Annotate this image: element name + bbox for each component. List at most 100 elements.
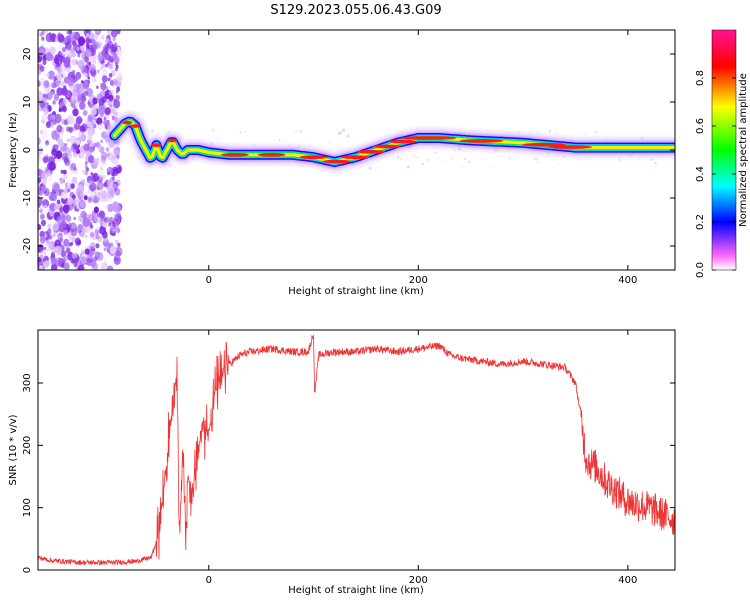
ridge-peak bbox=[167, 138, 178, 143]
faint-speck bbox=[376, 167, 378, 169]
noise-speck bbox=[99, 193, 107, 203]
colorbar-tick-label: 0.0 bbox=[695, 262, 706, 278]
noise-speck bbox=[61, 87, 68, 96]
noise-speck bbox=[68, 222, 72, 228]
noise-speck bbox=[38, 177, 42, 183]
noise-speck bbox=[68, 242, 72, 247]
noise-speck bbox=[71, 58, 77, 66]
noise-speck bbox=[103, 47, 108, 52]
noise-speck bbox=[49, 202, 57, 212]
noise-speck bbox=[103, 116, 107, 121]
noise-speck bbox=[48, 161, 56, 171]
noise-speck bbox=[113, 203, 122, 214]
noise-speck bbox=[39, 99, 46, 108]
ridge-peak bbox=[122, 120, 133, 125]
noise-speck bbox=[86, 175, 93, 184]
noise-speck bbox=[92, 97, 98, 105]
noise-speck bbox=[107, 171, 110, 176]
noise-speck bbox=[56, 199, 61, 205]
noise-speck bbox=[88, 32, 95, 40]
noise-speck bbox=[95, 243, 100, 249]
noise-speck bbox=[57, 34, 65, 43]
noise-speck bbox=[71, 51, 76, 58]
noise-speck bbox=[72, 108, 79, 117]
noise-speck bbox=[97, 53, 104, 61]
noise-speck bbox=[39, 264, 43, 270]
ridge-peak bbox=[372, 144, 401, 149]
faint-speck bbox=[504, 157, 506, 159]
noise-speck bbox=[38, 146, 43, 156]
y-tick-label: -10 bbox=[22, 190, 33, 206]
faint-speck bbox=[239, 130, 242, 133]
noise-speck bbox=[51, 91, 54, 96]
faint-speck bbox=[296, 130, 298, 133]
y-tick-label: 200 bbox=[22, 436, 33, 455]
noise-speck bbox=[38, 80, 41, 87]
y-tick-label: -20 bbox=[22, 238, 33, 254]
faint-speck bbox=[594, 130, 597, 134]
noise-speck bbox=[90, 120, 95, 127]
noise-speck bbox=[63, 157, 70, 165]
noise-speck bbox=[45, 121, 52, 129]
noise-speck bbox=[92, 172, 100, 182]
noise-speck bbox=[40, 213, 45, 220]
noise-speck bbox=[75, 228, 79, 233]
noise-speck bbox=[100, 34, 105, 41]
faint-speck bbox=[434, 151, 437, 154]
noise-speck bbox=[112, 223, 116, 228]
noise-speck bbox=[71, 222, 77, 230]
noise-speck bbox=[94, 191, 97, 195]
noise-speck bbox=[96, 85, 99, 90]
faint-speck bbox=[463, 158, 466, 161]
noise-speck bbox=[38, 48, 45, 58]
noise-speck bbox=[96, 117, 103, 126]
noise-speck bbox=[45, 242, 53, 252]
noise-speck bbox=[48, 234, 53, 240]
noise-speck bbox=[38, 31, 41, 37]
noise-speck bbox=[104, 107, 111, 116]
noise-speck bbox=[55, 144, 59, 150]
noise-speck bbox=[79, 218, 83, 223]
noise-speck bbox=[108, 89, 114, 96]
noise-speck bbox=[87, 114, 94, 123]
noise-speck bbox=[45, 155, 50, 162]
faint-speck bbox=[406, 165, 410, 169]
chart-title: S129.2023.055.06.43.G09 bbox=[270, 3, 441, 18]
noise-speck bbox=[75, 188, 81, 196]
noise-speck bbox=[101, 151, 108, 160]
noise-speck bbox=[87, 101, 91, 105]
noise-speck bbox=[82, 169, 85, 174]
ridge-peak bbox=[548, 145, 593, 149]
noise-speck bbox=[38, 91, 44, 101]
noise-speck bbox=[114, 67, 118, 72]
noise-speck bbox=[70, 183, 75, 190]
noise-speck bbox=[105, 147, 110, 152]
noise-speck bbox=[60, 80, 65, 87]
noise-speck bbox=[65, 247, 71, 254]
noise-speck bbox=[58, 43, 64, 50]
faint-speck bbox=[293, 129, 296, 132]
noise-speck bbox=[54, 239, 62, 248]
noise-speck bbox=[101, 96, 107, 103]
noise-speck bbox=[66, 138, 70, 143]
noise-speck bbox=[63, 169, 67, 175]
y-tick-label: 10 bbox=[22, 96, 33, 109]
noise-speck bbox=[61, 47, 66, 53]
noise-speck bbox=[115, 94, 120, 101]
noise-speck bbox=[82, 72, 88, 79]
faint-speck bbox=[508, 156, 512, 160]
noise-speck bbox=[113, 99, 121, 109]
faint-speck bbox=[490, 165, 492, 167]
noise-speck bbox=[64, 56, 71, 66]
faint-speck bbox=[217, 137, 220, 140]
noise-speck bbox=[52, 181, 60, 192]
faint-speck bbox=[445, 160, 447, 163]
noise-speck bbox=[114, 212, 122, 222]
noise-speck bbox=[108, 48, 111, 53]
noise-speck bbox=[66, 126, 71, 132]
noise-speck bbox=[60, 250, 67, 258]
y-tick-label: 20 bbox=[22, 48, 33, 61]
snr-frame bbox=[37, 329, 676, 571]
noise-speck bbox=[90, 172, 94, 176]
ridge-peak bbox=[257, 153, 286, 157]
